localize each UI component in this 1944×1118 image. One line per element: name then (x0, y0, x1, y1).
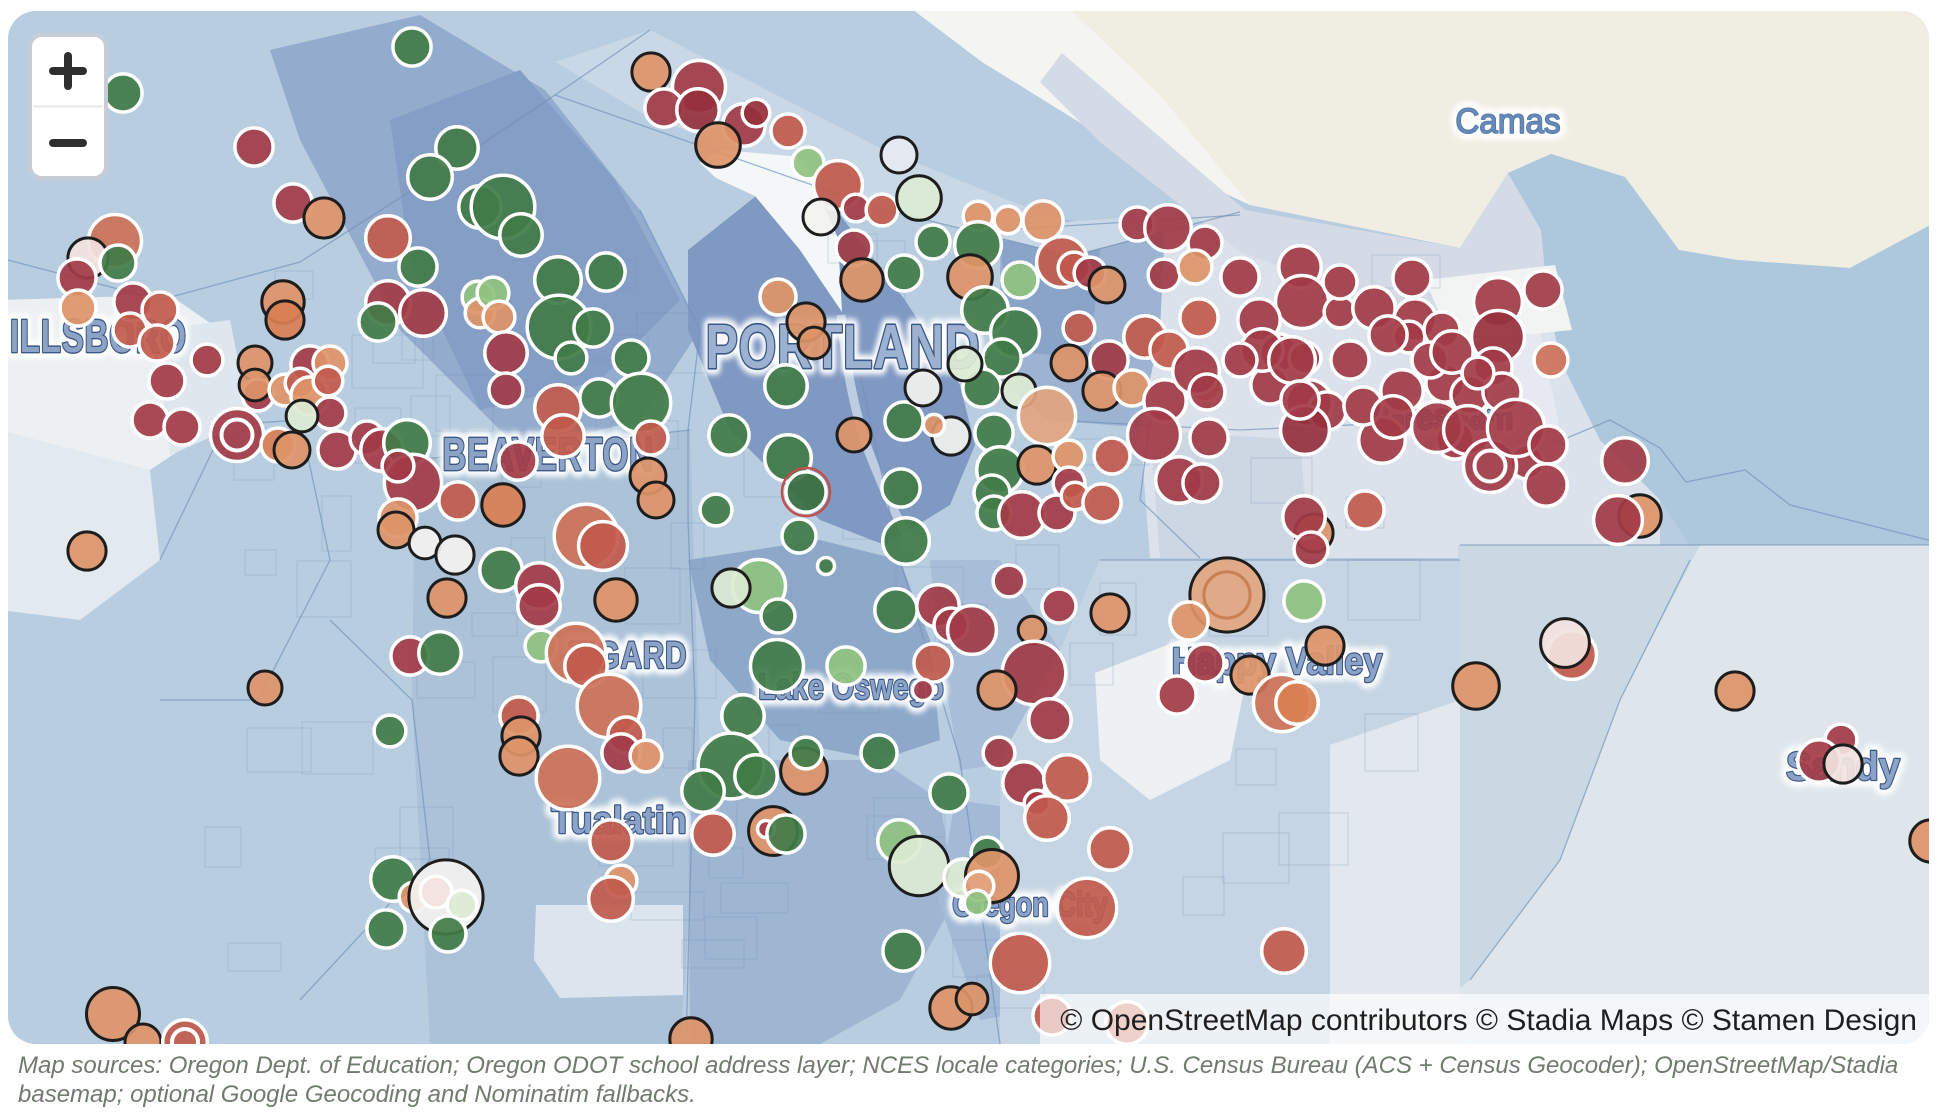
svg-text:PORTLAND: PORTLAND (706, 312, 981, 381)
svg-text:PORTLAND: PORTLAND (706, 312, 981, 381)
svg-text:© OpenStreetMap contributors ©: © OpenStreetMap contributors © Stadia Ma… (1060, 1004, 1917, 1037)
svg-text:Camas: Camas (1455, 102, 1560, 141)
svg-text:Camas: Camas (1455, 102, 1560, 141)
